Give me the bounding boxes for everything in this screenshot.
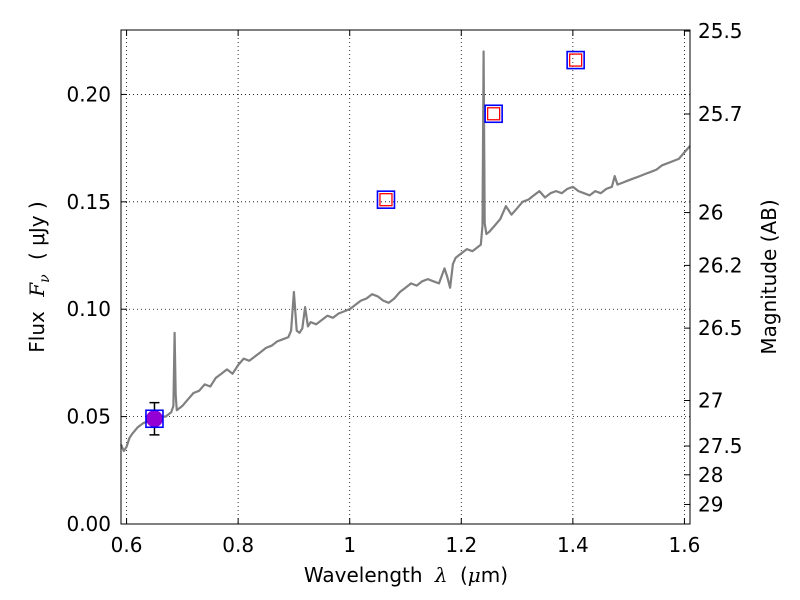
- y-tick-label: 0.05: [66, 405, 111, 429]
- x-tick-label: 1: [343, 533, 356, 557]
- y2-tick-label: 26: [698, 201, 723, 225]
- y-axis-label-unit: ( μJy ): [25, 201, 49, 260]
- data-point-circle: [145, 410, 163, 428]
- y-tick-label: 0.15: [66, 190, 111, 214]
- x-axis-label: Wavelength λ (μm): [304, 563, 508, 587]
- x-axis-label-unit-mu: μ: [468, 563, 481, 587]
- plot-frame: [120, 29, 691, 525]
- x-axis-label-prefix: Wavelength: [304, 563, 423, 587]
- y-axis-label-prefix: Flux: [25, 311, 49, 353]
- data-point-square: [566, 50, 585, 70]
- series-line-spectrum: [119, 50, 691, 453]
- data-point-square: [145, 409, 164, 429]
- data-point-square: [376, 190, 396, 209]
- y2-tick-label: 25.5: [698, 19, 743, 43]
- y2-tick-label: 28: [698, 463, 723, 487]
- y-axis-label-subscript: ν: [37, 274, 53, 283]
- data-point-square: [484, 104, 503, 124]
- y2-axis-label: Magnitude (AB): [757, 199, 781, 354]
- x-tick-label: 1.2: [445, 533, 477, 557]
- x-tick-label: 1.6: [669, 533, 701, 557]
- x-axis-label-unit-open: (: [460, 563, 468, 587]
- series-layer: [119, 50, 691, 453]
- y-tick-label: 0.00: [66, 512, 111, 536]
- photometry-points: [145, 50, 585, 436]
- y2-tick-label: 26.2: [698, 253, 743, 277]
- y2-tick-label: 27.5: [698, 434, 743, 458]
- y-axis-label: Flux Fν ( μJy ): [25, 201, 54, 352]
- data-point-square-small: [379, 193, 393, 207]
- y2-tick-label: 25.7: [698, 102, 743, 126]
- y-axis-label-symbol: F: [25, 282, 49, 298]
- y2-tick-label: 26.5: [698, 316, 743, 340]
- y-tick-label: 0.10: [66, 297, 111, 321]
- x-tick-label: 1.4: [557, 533, 589, 557]
- x-tick-label: 0.6: [111, 533, 143, 557]
- x-axis-label-symbol: λ: [434, 563, 448, 587]
- x-tick-label: 0.8: [222, 533, 254, 557]
- x-axis-label-unit-rest: m): [481, 563, 508, 587]
- ticks: 0.6 0.8 1 1.2 1.4 1.6 0.00 0.05 0.10 0.15 0.20 25.5…: [66, 19, 742, 557]
- y2-tick-label: 29: [698, 492, 723, 516]
- data-point-square-small: [486, 107, 501, 121]
- data-point-square-small: [568, 53, 583, 67]
- y-tick-label: 0.20: [66, 82, 111, 106]
- y2-tick-label: 27: [698, 389, 723, 413]
